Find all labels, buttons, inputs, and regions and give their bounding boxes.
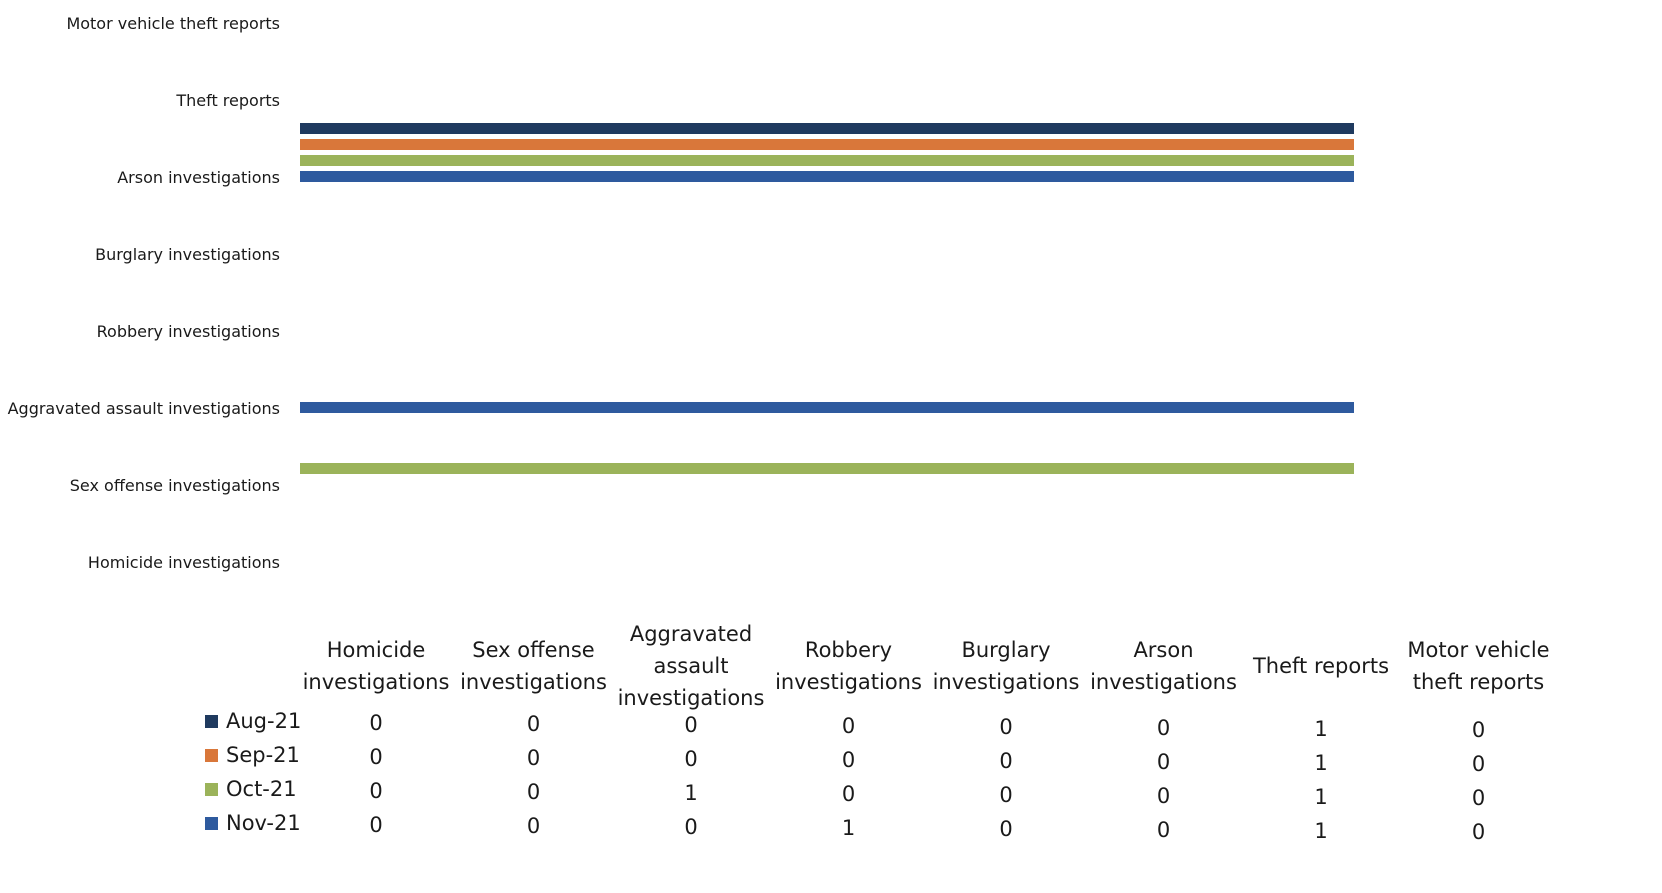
table-cell: 0	[526, 746, 541, 770]
table-column-header: Arson investigations	[1090, 638, 1237, 694]
legend-item: Sep-21	[205, 743, 300, 767]
table-cell: 0	[526, 712, 541, 736]
table-cell: 0	[1156, 818, 1171, 842]
table-cell: 0	[1471, 786, 1486, 810]
legend-swatch	[205, 782, 218, 796]
table-cell: 0	[999, 783, 1013, 807]
table-cell: 1	[684, 781, 698, 805]
legend-label: Aug-21	[226, 709, 302, 733]
legend-label: Nov-21	[226, 811, 301, 835]
table-cell: 0	[369, 779, 383, 803]
table-cell: 0	[1156, 784, 1171, 808]
legend-swatch	[205, 748, 218, 762]
bar-nov-21-6	[300, 171, 1354, 182]
table-cell: 0	[369, 813, 383, 837]
legend-swatch	[205, 816, 218, 830]
table-cell: 1	[1314, 785, 1328, 809]
table-cell: 0	[1156, 716, 1171, 740]
legend-swatch	[205, 714, 218, 728]
legend-item: Nov-21	[205, 811, 301, 835]
legend-label: Oct-21	[226, 777, 297, 801]
legend-label: Sep-21	[226, 743, 300, 767]
table-cell: 1	[841, 816, 856, 840]
table-cell: 0	[999, 715, 1013, 739]
table-column-header: Motor vehicle theft reports	[1407, 638, 1550, 694]
legend-item: Aug-21	[205, 709, 301, 733]
table-cell: 0	[369, 745, 383, 769]
table-cell: 0	[1471, 718, 1486, 742]
table-column-header: Robbery investigations	[775, 638, 922, 694]
table-cell: 1	[1314, 751, 1328, 775]
table-column-header: Homicide investigations	[302, 638, 450, 694]
table-cell: 0	[369, 711, 383, 735]
table-cell: 0	[841, 714, 856, 738]
table-cell: 0	[841, 782, 856, 806]
table-cell: 1	[1314, 819, 1328, 843]
table-cell: 0	[1156, 750, 1171, 774]
table-column-header: Sex offense investigations	[460, 638, 607, 694]
table-column-header: Aggravated assault investigations	[617, 622, 765, 710]
category-label: Sex offense investigations	[69, 476, 280, 495]
category-label: Arson investigations	[117, 168, 280, 187]
table-cell: 0	[684, 713, 698, 737]
table-cell: 0	[999, 817, 1013, 841]
table-cell: 0	[1471, 752, 1486, 776]
table-column-header: Theft reports	[1252, 654, 1390, 678]
table-cell: 0	[684, 815, 698, 839]
category-label: Homicide investigations	[87, 553, 280, 572]
category-label: Burglary investigations	[95, 245, 280, 264]
bar-nov-21-3	[300, 402, 1354, 413]
table-cell: 0	[841, 748, 856, 772]
bar-oct-21-6	[300, 155, 1354, 166]
table-cell: 1	[1314, 717, 1328, 741]
category-label: Theft reports	[176, 91, 280, 110]
category-label: Robbery investigations	[96, 322, 280, 341]
category-label: Aggravated assault investigations	[7, 399, 280, 418]
bar-sep-21-6	[300, 139, 1354, 150]
table-cell: 0	[526, 814, 541, 838]
table-column-header: Burglary investigations	[932, 638, 1080, 694]
bar-oct-21-2	[300, 463, 1354, 474]
table-cell: 0	[526, 780, 541, 804]
table-cell: 0	[1471, 820, 1486, 844]
bar-aug-21-6	[300, 123, 1354, 134]
bar-plot	[300, 123, 1354, 474]
legend-item: Oct-21	[205, 777, 297, 801]
table-cell: 0	[999, 749, 1013, 773]
table-cell: 0	[684, 747, 698, 771]
category-label: Motor vehicle theft reports	[66, 14, 280, 33]
